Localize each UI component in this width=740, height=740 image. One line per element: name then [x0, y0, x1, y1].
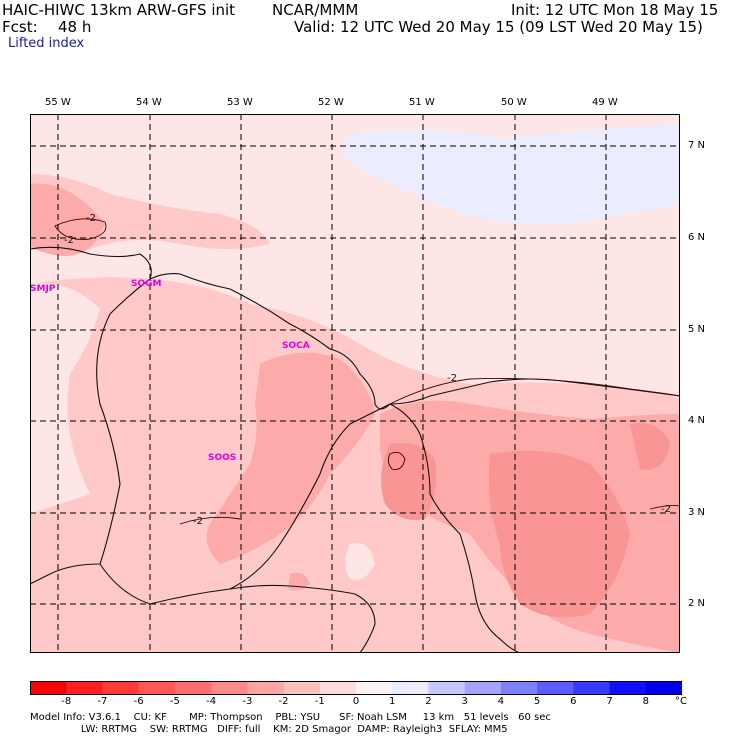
light-blue-region: [343, 124, 680, 225]
model-info-line1: Model Info: V3.6.1 CU: KF MP: Thompson P…: [30, 712, 551, 723]
scale-tick-label: 5: [533, 696, 541, 707]
field-name: Lifted index: [8, 36, 85, 51]
scale-tick-label: 4: [497, 696, 505, 707]
lon-label: 55 W: [45, 97, 71, 108]
station-label: SOGM: [131, 279, 162, 289]
lat-label: 2 N: [688, 598, 706, 609]
scale-tick-label: -6: [133, 696, 144, 707]
lat-label: 5 N: [688, 324, 706, 335]
forecast-label: Fcst:: [2, 18, 38, 36]
scale-swatch: [645, 681, 682, 695]
scale-tick-label: 2: [425, 696, 432, 707]
contour-label: -2: [64, 235, 74, 246]
lon-label: 54 W: [136, 97, 162, 108]
station-label: SOOS: [208, 453, 237, 463]
pink-dark-central: [206, 352, 375, 564]
scale-swatch: [30, 681, 67, 695]
scale-swatch: [356, 681, 393, 695]
scale-tick-label: 7: [606, 696, 613, 707]
scale-swatch: [537, 681, 574, 695]
scale-tick-label: 3: [461, 696, 468, 707]
lifted-index-map: [30, 114, 680, 653]
pink-core-1: [381, 443, 437, 520]
scale-swatch: [174, 681, 212, 695]
scale-tick-label: 8: [642, 696, 649, 707]
forecast-hour: 48 h: [58, 18, 92, 36]
lat-label: 7 N: [688, 140, 706, 151]
pink-dark-nw: [30, 183, 105, 256]
contour-label: -2: [193, 516, 203, 527]
lon-label: 50 W: [501, 97, 527, 108]
background-patch: [590, 264, 680, 318]
scale-tick-label: -3: [242, 696, 253, 707]
contour-label: -2: [86, 213, 96, 224]
contour-lines: [54, 218, 680, 525]
valid-time: Valid: 12 UTC Wed 20 May 15 (09 LST Wed …: [294, 18, 703, 36]
map-frame: [30, 114, 680, 653]
scale-tick-label: -5: [169, 696, 180, 707]
scale-swatch: [211, 681, 248, 695]
init-time: Init: 12 UTC Mon 18 May 15: [511, 1, 719, 19]
scale-unit: °C: [675, 696, 687, 707]
scale-swatch: [283, 681, 321, 695]
lon-label: 51 W: [409, 97, 435, 108]
station-label: SOCA: [282, 341, 310, 351]
scale-tick-label: -8: [61, 696, 72, 707]
light-west-region: [30, 283, 100, 514]
scale-swatch: [464, 681, 502, 695]
scale-swatch: [392, 681, 429, 695]
model-info-line2: LW: RRTMG SW: RRTMG DIFF: full KM: 2D Sm…: [30, 724, 508, 735]
color-scale: [30, 681, 682, 695]
scale-tick-label: 1: [389, 696, 396, 707]
lon-label: 53 W: [227, 97, 253, 108]
lon-label: 49 W: [592, 97, 618, 108]
scale-swatch: [500, 681, 538, 695]
lon-label: 52 W: [318, 97, 344, 108]
contour-label: -2: [447, 373, 457, 384]
scale-frame: [30, 681, 682, 695]
scale-tick-label: 6: [570, 696, 577, 707]
scale-tick-label: -2: [278, 696, 289, 707]
scale-swatch: [66, 681, 103, 695]
scale-tick-label: 0: [352, 696, 360, 707]
scale-swatch: [247, 681, 285, 695]
pink-core-2: [488, 450, 630, 618]
scale-tick-label: -7: [97, 696, 108, 707]
contour-label: -2: [661, 504, 671, 515]
scale-swatch: [319, 681, 357, 695]
light-patch: [345, 543, 375, 580]
model-title: HAIC-HIWC 13km ARW-GFS init: [2, 1, 236, 19]
scale-tick-label: -4: [206, 696, 217, 707]
org-label: NCAR/MMM: [272, 1, 359, 19]
scale-swatch: [428, 681, 466, 695]
lat-label: 4 N: [688, 415, 706, 426]
scale-tick-label: -1: [314, 696, 325, 707]
scale-swatch: [102, 681, 140, 695]
lat-label: 3 N: [688, 507, 706, 518]
scale-swatch: [573, 681, 611, 695]
lat-label: 6 N: [688, 232, 706, 243]
coastline-borders: [30, 246, 680, 653]
scale-swatch: [138, 681, 176, 695]
pink-core-3: [630, 423, 670, 470]
station-label: SMJP: [30, 284, 56, 294]
scale-swatch: [609, 681, 647, 695]
